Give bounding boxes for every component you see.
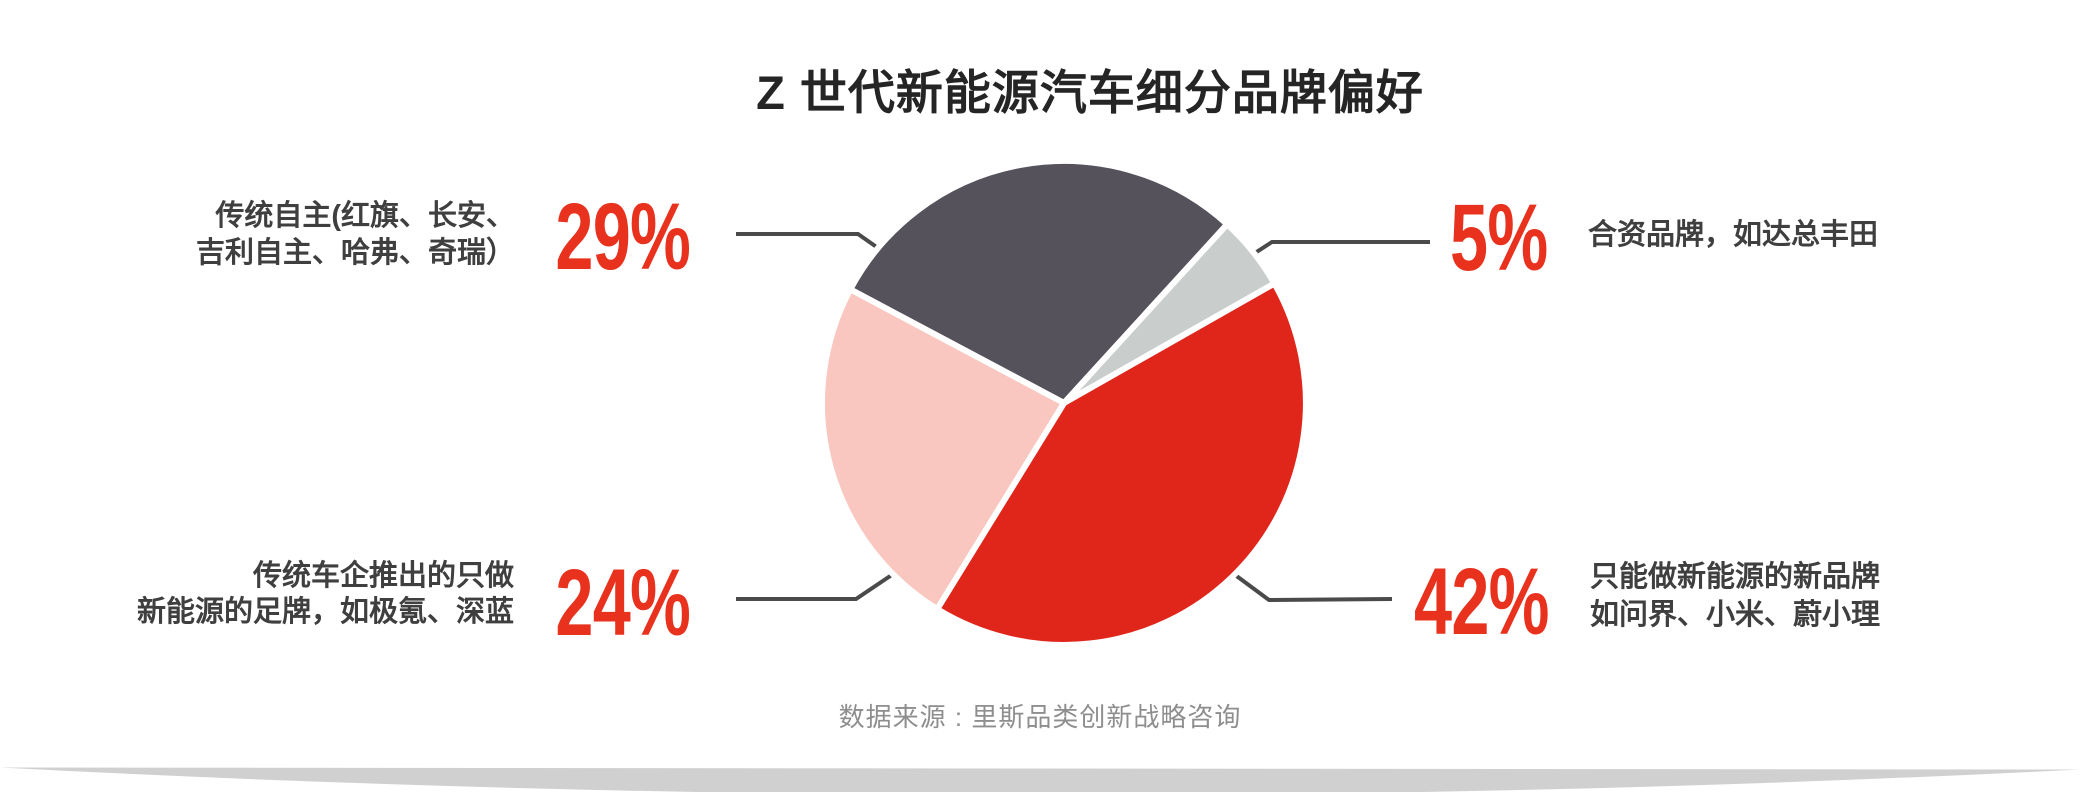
pie-slice-42 <box>934 280 1309 648</box>
slice-label-5-line1: 合资品牌，如达总丰田 <box>1588 219 1879 251</box>
slice-label-42-line1: 只能做新能源的新品牌 <box>1590 561 1881 593</box>
pie-chart <box>819 157 1309 648</box>
callout-line-42 <box>1217 561 1393 603</box>
slice-label-29: 传统自主(红旗、长安、 吉利自主、哈弗、奇瑞） <box>196 198 515 272</box>
pct-value-42: 42% <box>1414 549 1549 655</box>
slice-label-42: 只能做新能源的新品牌 如问界、小米、蔚小理 <box>1590 558 1880 634</box>
data-source-note: 数据来源 : 里斯品类创新战略咨询 <box>838 702 1242 732</box>
page-curl-shadow <box>0 767 2080 792</box>
pie-slice-24 <box>819 286 1067 613</box>
slice-label-5: 合资品牌，如达总丰田 <box>1588 217 1878 254</box>
slice-label-24-line1: 传统车企推出的只做 <box>252 560 514 592</box>
pie-slice-29 <box>847 157 1231 406</box>
pct-value-5: 5% <box>1450 185 1548 291</box>
slice-label-29-line2: 吉利自主、哈弗、奇瑞） <box>195 237 515 269</box>
slice-label-29-line1: 传统自主(红旗、长安、 <box>215 200 515 232</box>
slice-label-24: 传统车企推出的只做 新能源的足牌，如极氪、深蓝 <box>137 558 514 630</box>
pct-value-24: 24% <box>555 550 690 656</box>
slice-label-42-line2: 如问界、小米、蔚小理 <box>1590 599 1881 631</box>
pct-value-29: 29% <box>555 184 690 290</box>
chart-title: Z 世代新能源汽车细分品牌偏好 <box>756 66 1424 119</box>
slice-label-24-line2: 新能源的足牌，如极氪、深蓝 <box>136 596 514 628</box>
